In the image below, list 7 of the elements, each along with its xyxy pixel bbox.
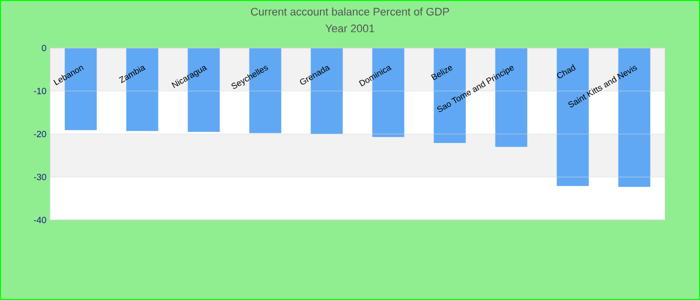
y-tick-label: -30 [34, 174, 46, 180]
chart-subtitle: Year 2001 [325, 24, 374, 32]
chart-title: Current account balance Percent of GDP [250, 8, 449, 16]
y-tick-label: -40 [34, 216, 46, 224]
y-tick-label: -10 [34, 88, 46, 94]
y-tick-label: -20 [34, 130, 46, 138]
y-tick-label: 0 [42, 44, 46, 52]
